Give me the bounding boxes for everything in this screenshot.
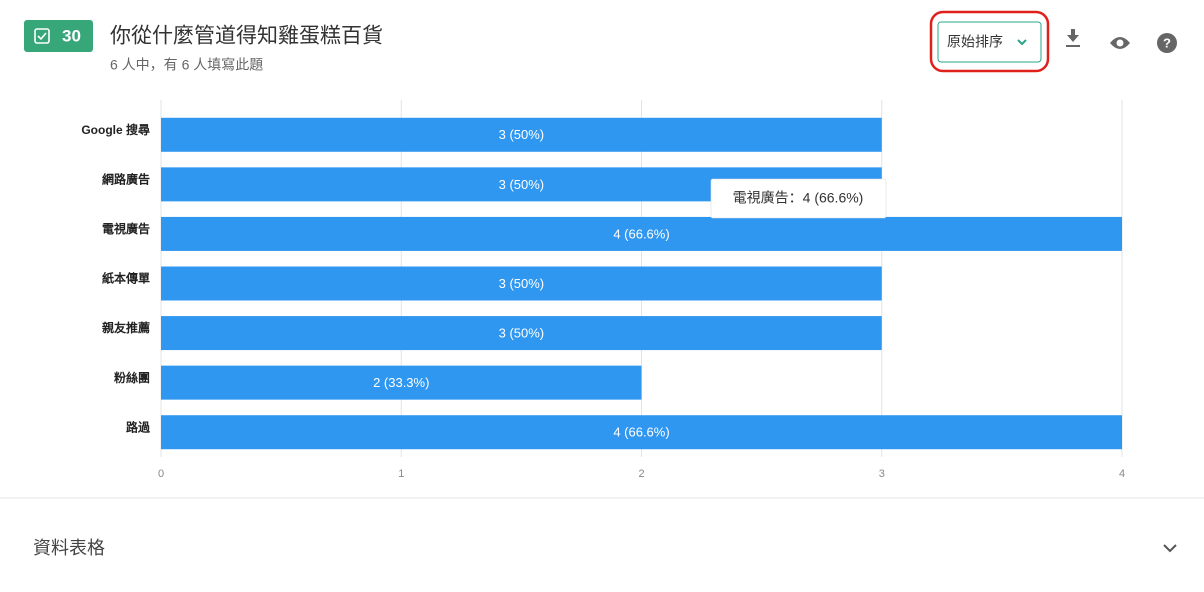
x-tick-label: 3 (879, 468, 885, 480)
section-title: 資料表格 (33, 538, 105, 558)
y-tick-label: Google 搜尋 (81, 122, 150, 137)
help-icon[interactable] (1157, 33, 1177, 53)
badge-number: 30 (62, 26, 81, 45)
bar (161, 216, 1122, 251)
y-tick-label: 網路廣告 (102, 172, 150, 187)
y-tick-label: 電視廣告 (102, 221, 150, 236)
sort-label: 原始排序 (947, 34, 1003, 50)
help-icon-glyph: ? (1163, 35, 1171, 50)
bar (161, 117, 882, 152)
y-tick-label: 親友推薦 (102, 320, 150, 335)
x-tick-label: 2 (638, 468, 644, 480)
x-tick-label: 4 (1119, 468, 1125, 480)
dropdown-chevron (1017, 39, 1027, 46)
y-tick-label: 粉絲團 (114, 370, 150, 385)
bar-value-label: 3 (50%) (499, 127, 545, 142)
x-tick-label: 1 (398, 468, 404, 480)
bar (161, 365, 642, 400)
checkbox-icon (34, 28, 50, 44)
highlight-outline (929, 10, 1050, 73)
expand-chevron[interactable] (1163, 544, 1177, 553)
bar-value-label: 4 (66.6%) (613, 226, 669, 241)
bar-value-label: 4 (66.6%) (613, 425, 669, 440)
x-tick-label: 0 (158, 468, 164, 480)
chart: 0 1 2 3 4 Google 搜尋 3 (50%) 網路廣告 3 (50%) 電視廣告 4 (6… (81, 100, 1125, 480)
check-mark (37, 32, 47, 41)
bar (161, 415, 1122, 450)
bar-value-label: 3 (50%) (499, 326, 545, 341)
bar-value-label: 2 (33.3%) (373, 375, 429, 390)
bar (161, 266, 882, 301)
bar-value-label: 3 (50%) (499, 177, 545, 192)
question-title: 你從什麼管道得知雞蛋糕百貨 (110, 25, 383, 48)
bar-value-label: 3 (50%) (499, 276, 545, 291)
tooltip-box (710, 178, 887, 219)
view-icon-pupil (1116, 39, 1124, 47)
sort-dropdown[interactable] (937, 21, 1042, 63)
y-tick-label: 路過 (126, 419, 151, 434)
y-tick-label: 紙本傳單 (102, 271, 150, 286)
bar (161, 316, 882, 351)
question-badge (24, 20, 93, 52)
tooltip-text: 電視廣告：4 (66.6%) (733, 190, 864, 206)
download-icon[interactable] (1066, 29, 1080, 47)
question-subtitle: 6 人中，有 6 人填寫此題 (110, 57, 263, 73)
